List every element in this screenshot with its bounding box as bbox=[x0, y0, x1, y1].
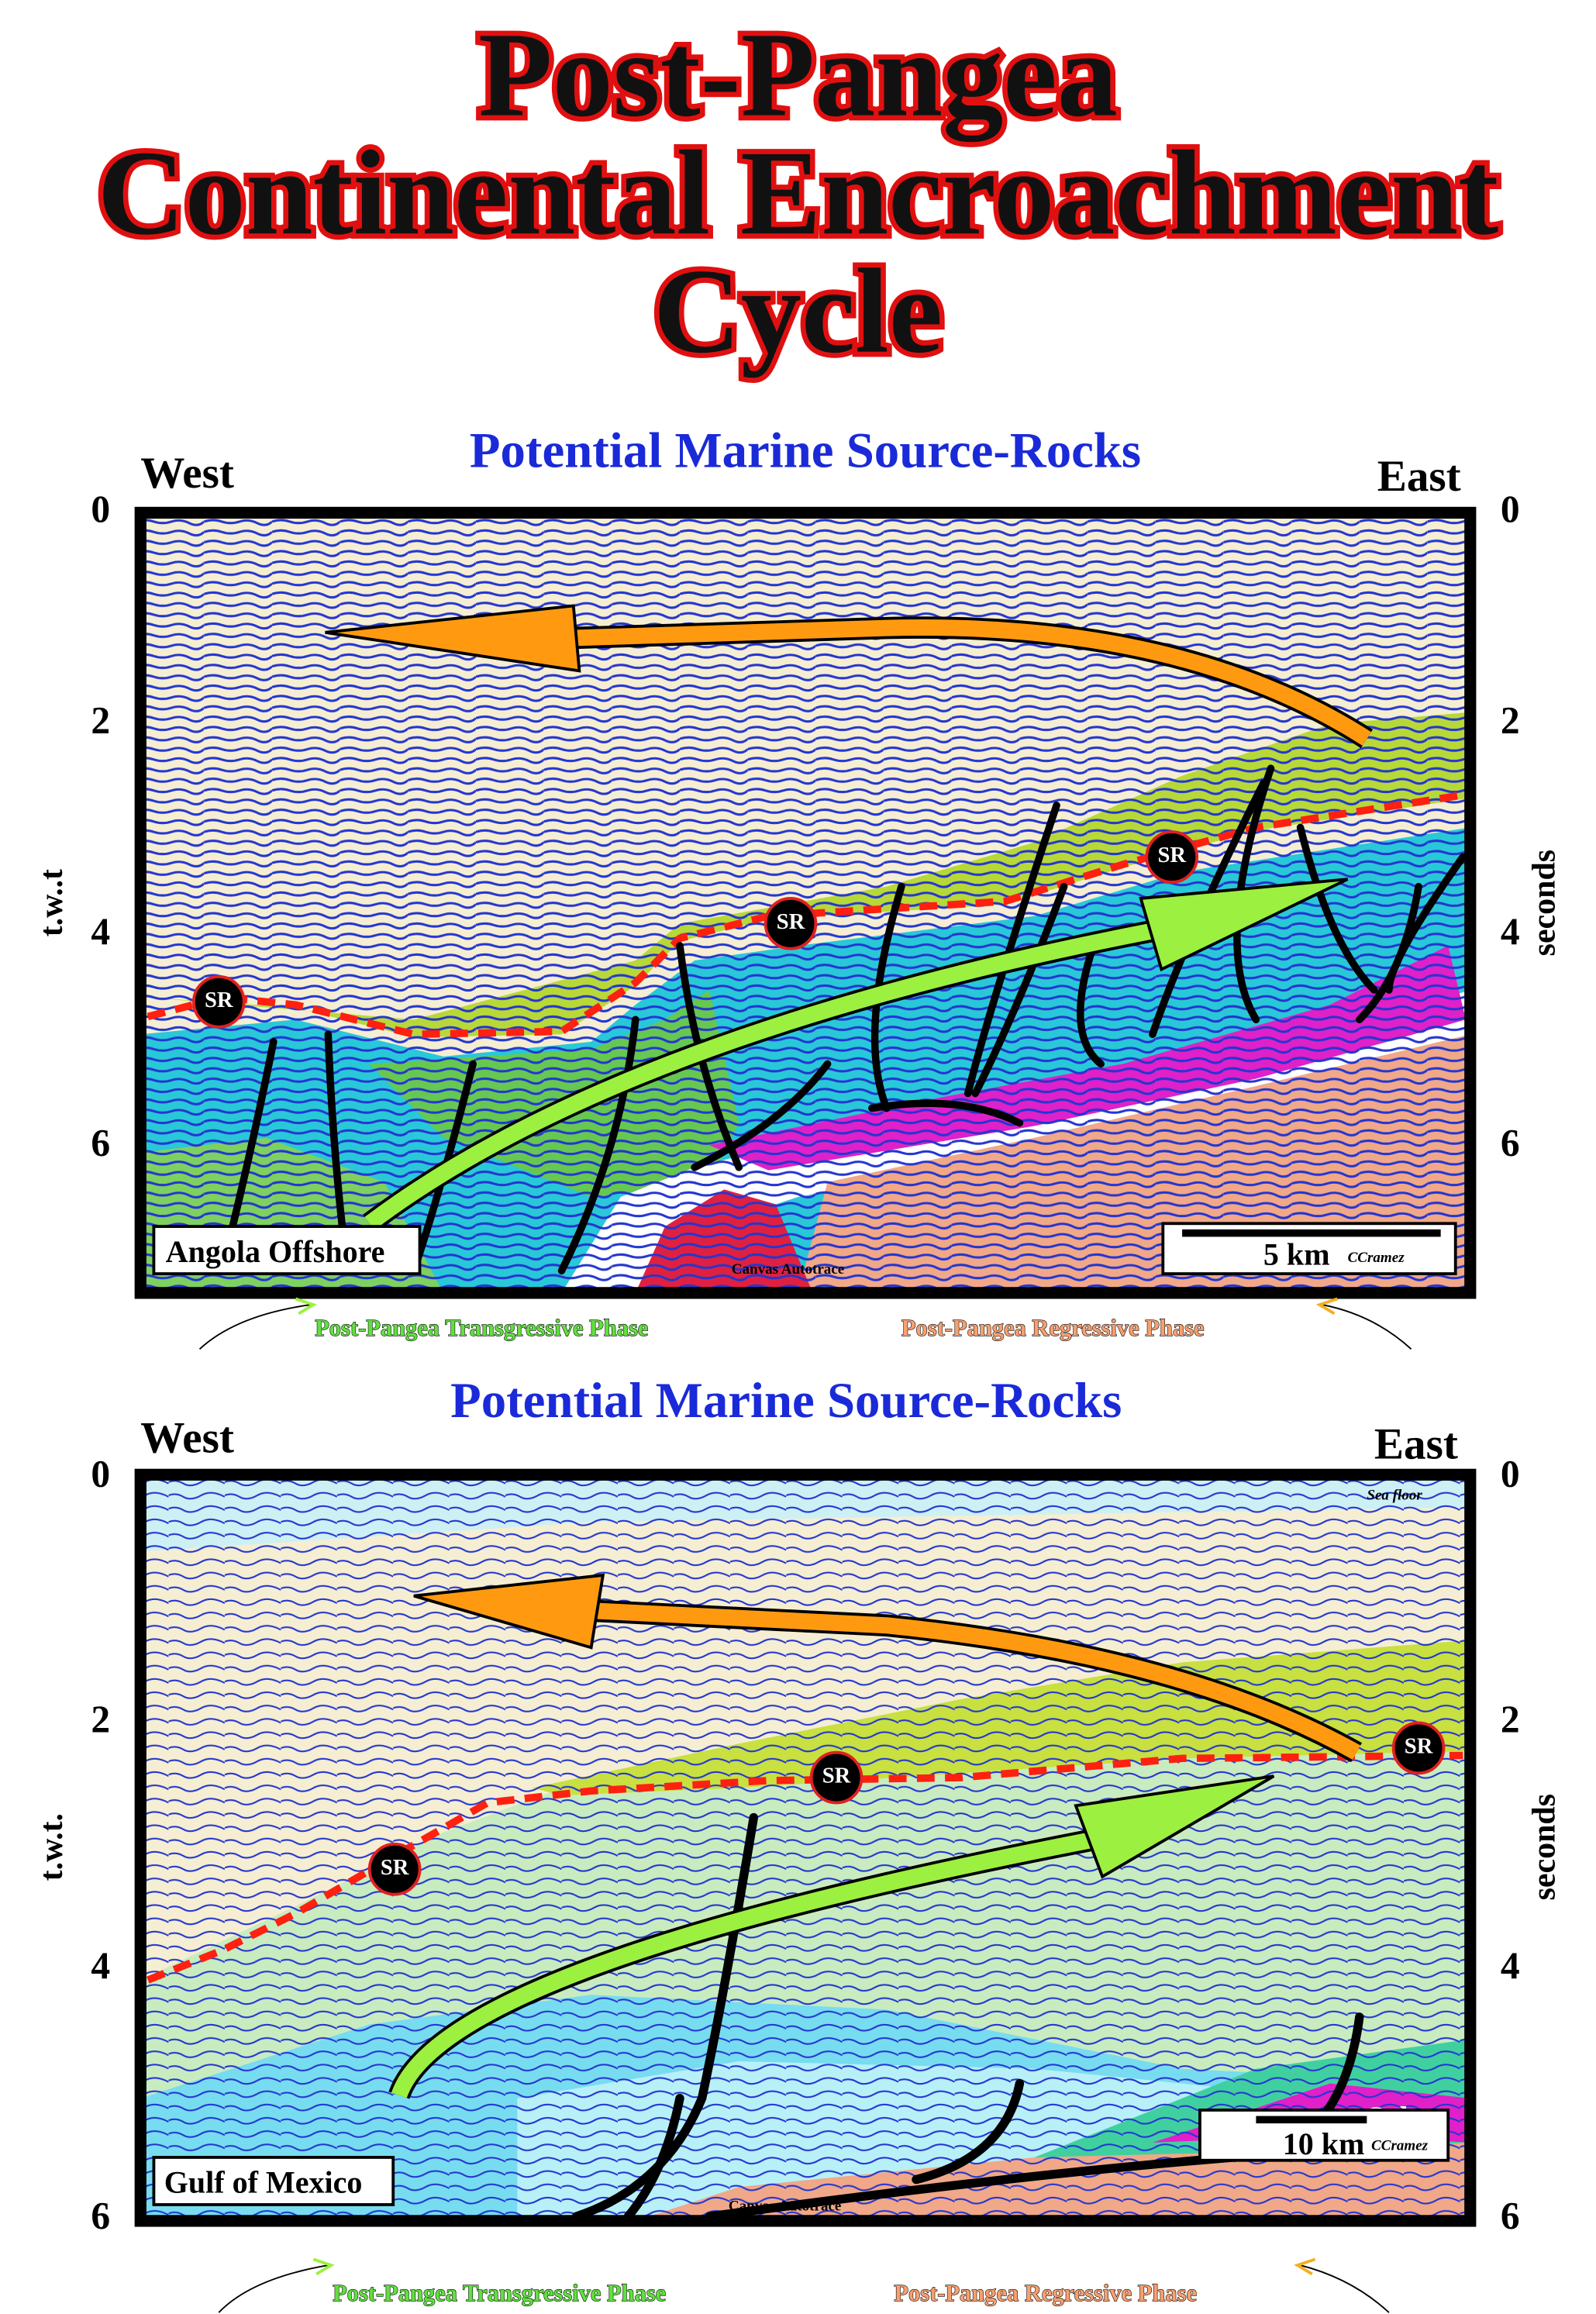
tick-label: 4 bbox=[91, 910, 110, 953]
regressive-label: Post-Pangea Regressive Phase bbox=[894, 2280, 1197, 2306]
tick-label: 6 bbox=[91, 2194, 110, 2236]
tick-label: 6 bbox=[1501, 1122, 1520, 1164]
tick-label: 2 bbox=[91, 698, 110, 741]
software-credit: Canvas Autotrace bbox=[729, 2198, 841, 2215]
sr-marker: SR bbox=[764, 897, 818, 950]
title-line: Continental Encroachment bbox=[98, 126, 1499, 260]
tick-label: 6 bbox=[91, 1122, 110, 1164]
east-label: East bbox=[1374, 1419, 1458, 1468]
scale-bar-label: 10 km bbox=[1283, 2126, 1365, 2161]
left-axis-label: t.w.t. bbox=[34, 1813, 70, 1881]
west-label: West bbox=[140, 1414, 234, 1463]
sr-marker: SR bbox=[191, 975, 246, 1029]
tick-label: 6 bbox=[1501, 2194, 1520, 2236]
tick-label: 2 bbox=[1501, 1698, 1520, 1740]
location-label: Gulf of Mexico bbox=[164, 2165, 363, 2200]
sr-marker: SR bbox=[1391, 1721, 1446, 1775]
panel-subtitle: Potential Marine Source-Rocks bbox=[470, 422, 1141, 478]
sea-floor-label: Sea floor bbox=[1367, 1488, 1422, 1504]
label: SR bbox=[822, 1764, 851, 1788]
west-label: West bbox=[140, 449, 234, 498]
tick-label: 2 bbox=[1501, 698, 1520, 741]
sr-marker: SR bbox=[367, 1842, 422, 1896]
credit: CCramez bbox=[1371, 2137, 1429, 2154]
tick-label: 4 bbox=[91, 1944, 110, 1987]
software-credit: Canvas Autotrace bbox=[732, 1261, 844, 1278]
sr-marker: SR bbox=[809, 1750, 863, 1805]
transgressive-label: Post-Pangea Transgressive Phase bbox=[315, 1315, 648, 1341]
transgressive-label: Post-Pangea Transgressive Phase bbox=[333, 2280, 666, 2306]
right-axis-label: seconds bbox=[1526, 1794, 1562, 1900]
panel-frame bbox=[134, 506, 1477, 1299]
label: SR bbox=[1405, 1735, 1433, 1759]
tick-label: 0 bbox=[1501, 488, 1520, 530]
location-label: Angola Offshore bbox=[166, 1234, 385, 1269]
left-axis-label: t.w..t bbox=[34, 869, 70, 936]
tick-label: 4 bbox=[1501, 1944, 1520, 1987]
tick-label: 0 bbox=[1501, 1453, 1520, 1495]
sr-marker: SR bbox=[1145, 830, 1199, 884]
tick-label: 4 bbox=[1501, 910, 1520, 953]
label: SR bbox=[205, 988, 233, 1012]
tick-label: 0 bbox=[91, 1453, 110, 1495]
east-label: East bbox=[1377, 452, 1461, 501]
seismic-section bbox=[140, 1474, 1470, 2221]
panel-subtitle: Potential Marine Source-Rocks bbox=[450, 1373, 1122, 1429]
panel-frame bbox=[134, 1468, 1477, 2227]
label: SR bbox=[777, 910, 805, 934]
label: SR bbox=[1157, 843, 1186, 867]
tick-label: 0 bbox=[91, 488, 110, 530]
credit: CCramez bbox=[1348, 1250, 1405, 1266]
tick-label: 2 bbox=[91, 1698, 110, 1740]
title-line: Post-Pangea bbox=[478, 8, 1118, 143]
scale-bar-label: 5 km bbox=[1263, 1237, 1330, 1272]
title-line: Cycle bbox=[653, 244, 943, 378]
label: SR bbox=[381, 1856, 409, 1880]
regressive-label: Post-Pangea Regressive Phase bbox=[901, 1315, 1205, 1341]
right-axis-label: seconds bbox=[1526, 850, 1562, 956]
